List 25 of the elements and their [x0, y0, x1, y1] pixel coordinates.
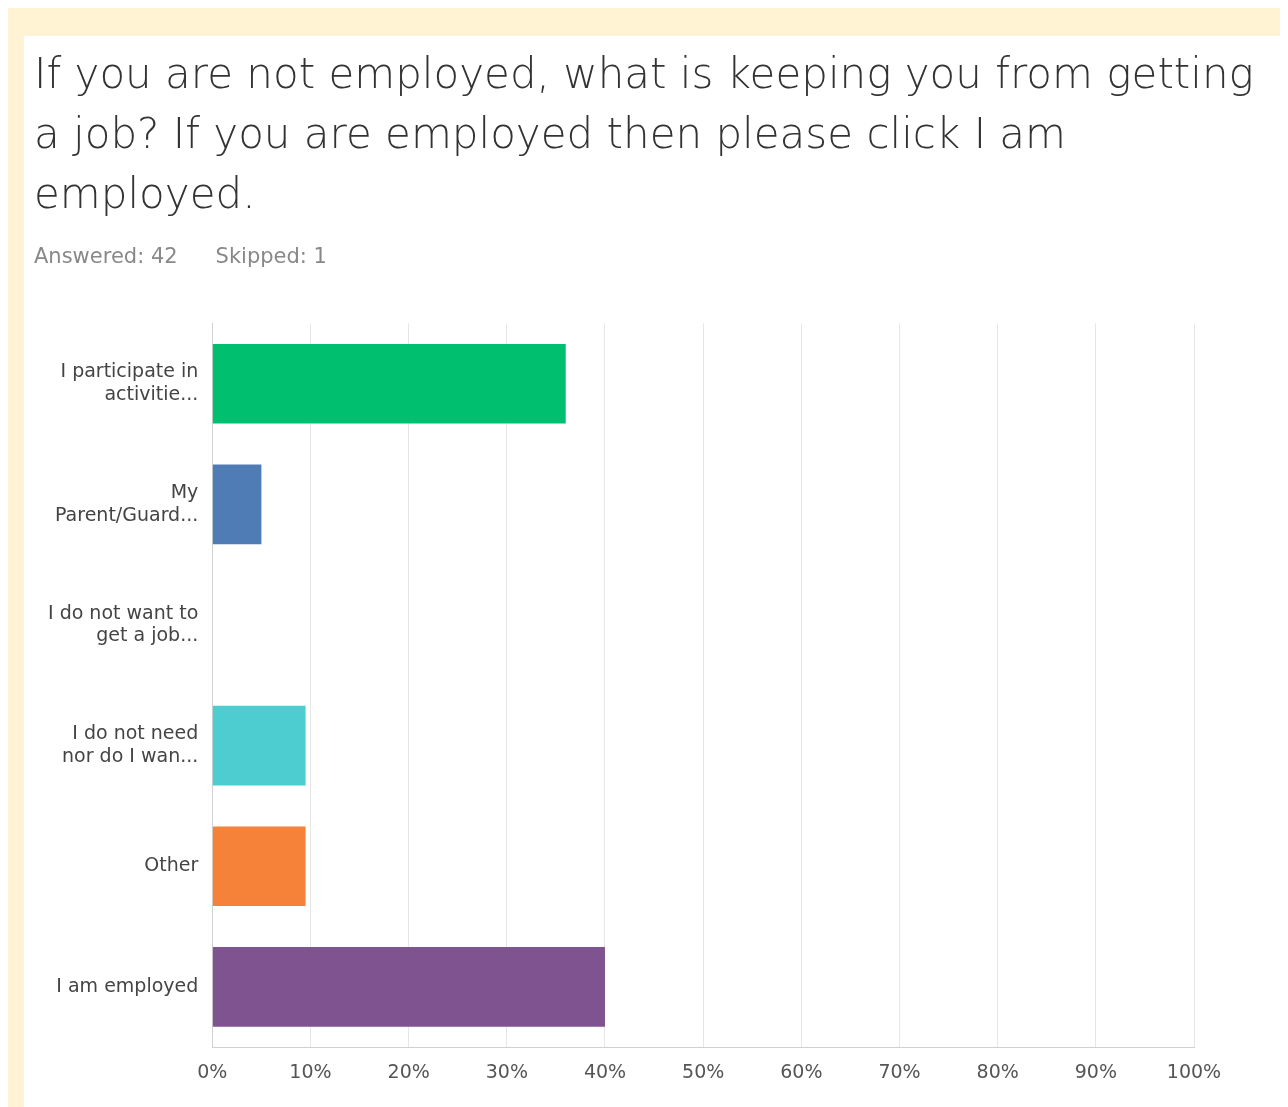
text: Answered: 42 — [34, 244, 178, 268]
y-tick-label: I participate in activitie... — [60, 359, 199, 405]
x-tick-label: 10% — [289, 1059, 332, 1082]
x-tick-label: 80% — [976, 1059, 1019, 1082]
text: Skipped: 1 — [215, 244, 327, 268]
chart-title: If you are not employed, what is keeping you from getting a job? If you are employed then please click I am employed. — [34, 48, 1255, 220]
y-tick-label: I do not need nor do I wan... — [62, 721, 199, 766]
y-tick-label: I do not want to get a job... — [48, 600, 199, 646]
x-tick-label: 60% — [780, 1059, 823, 1082]
x-tick-label: 50% — [682, 1059, 725, 1082]
y-tick-label: I am employed — [56, 973, 199, 996]
bar — [212, 947, 605, 1027]
y-tick-label: Other — [144, 853, 199, 876]
x-tick-label: 30% — [485, 1059, 528, 1082]
x-tick-label: 0% — [197, 1059, 228, 1082]
x-tick-label: 20% — [387, 1059, 430, 1082]
x-tick-label: 70% — [878, 1059, 921, 1082]
bar — [212, 343, 566, 424]
x-tick-label: 40% — [583, 1059, 627, 1082]
bar — [212, 464, 262, 545]
bar — [212, 826, 306, 907]
x-tick-label: 90% — [1074, 1059, 1117, 1082]
y-tick-label: My Parent/Guard... — [55, 479, 199, 525]
x-tick-label: 100% — [1166, 1059, 1222, 1082]
bar — [212, 705, 306, 786]
